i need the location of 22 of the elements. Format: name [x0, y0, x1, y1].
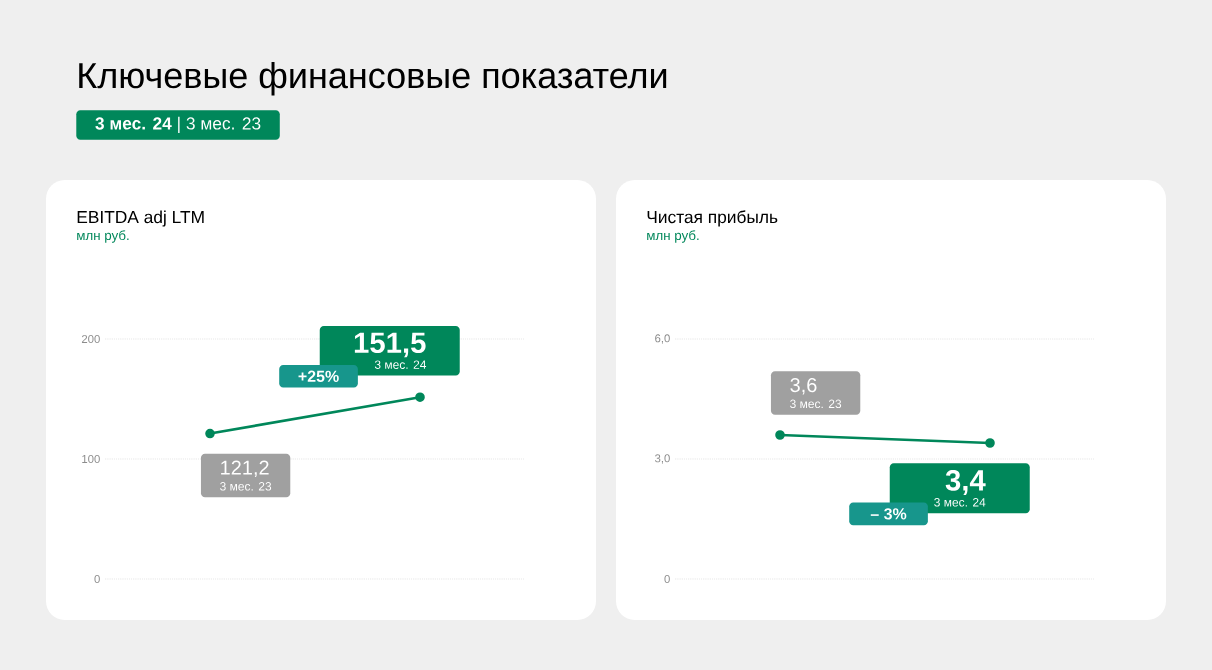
annotation: 3 мес. 23 [220, 482, 272, 491]
annotation: +25% [298, 370, 339, 382]
annotation: 3 мес. 23 [790, 399, 842, 409]
data-label: 121,2 [221, 460, 269, 478]
text: 3 мес. 24 | 3 мес. 23 [95, 116, 261, 134]
data-label: 3,6 [790, 377, 817, 395]
y-tick-label: 0 [664, 574, 670, 583]
y-tick-label: 100 [82, 454, 100, 463]
y-tick-label: 6,0 [655, 334, 670, 344]
chart-title: Чистая прибыль [647, 210, 778, 227]
text: Ключевые финансовые показатели [79, 61, 667, 96]
y-tick-label: 3,0 [654, 454, 670, 464]
chart-title: EBITDA adj LTM [77, 210, 204, 227]
data-label: 151,5 [354, 332, 426, 358]
y-tick-label: 0 [94, 574, 100, 583]
annotation: 3 мес. 24 [934, 498, 986, 507]
chart-subtitle: млн руб. [77, 230, 129, 243]
annotation: 3 мес. 24 [374, 360, 427, 369]
y-tick-label: 200 [81, 334, 100, 343]
annotation: – 3% [870, 508, 907, 520]
chart-subtitle: млн руб. [647, 230, 699, 243]
data-label: 3,4 [945, 469, 986, 495]
